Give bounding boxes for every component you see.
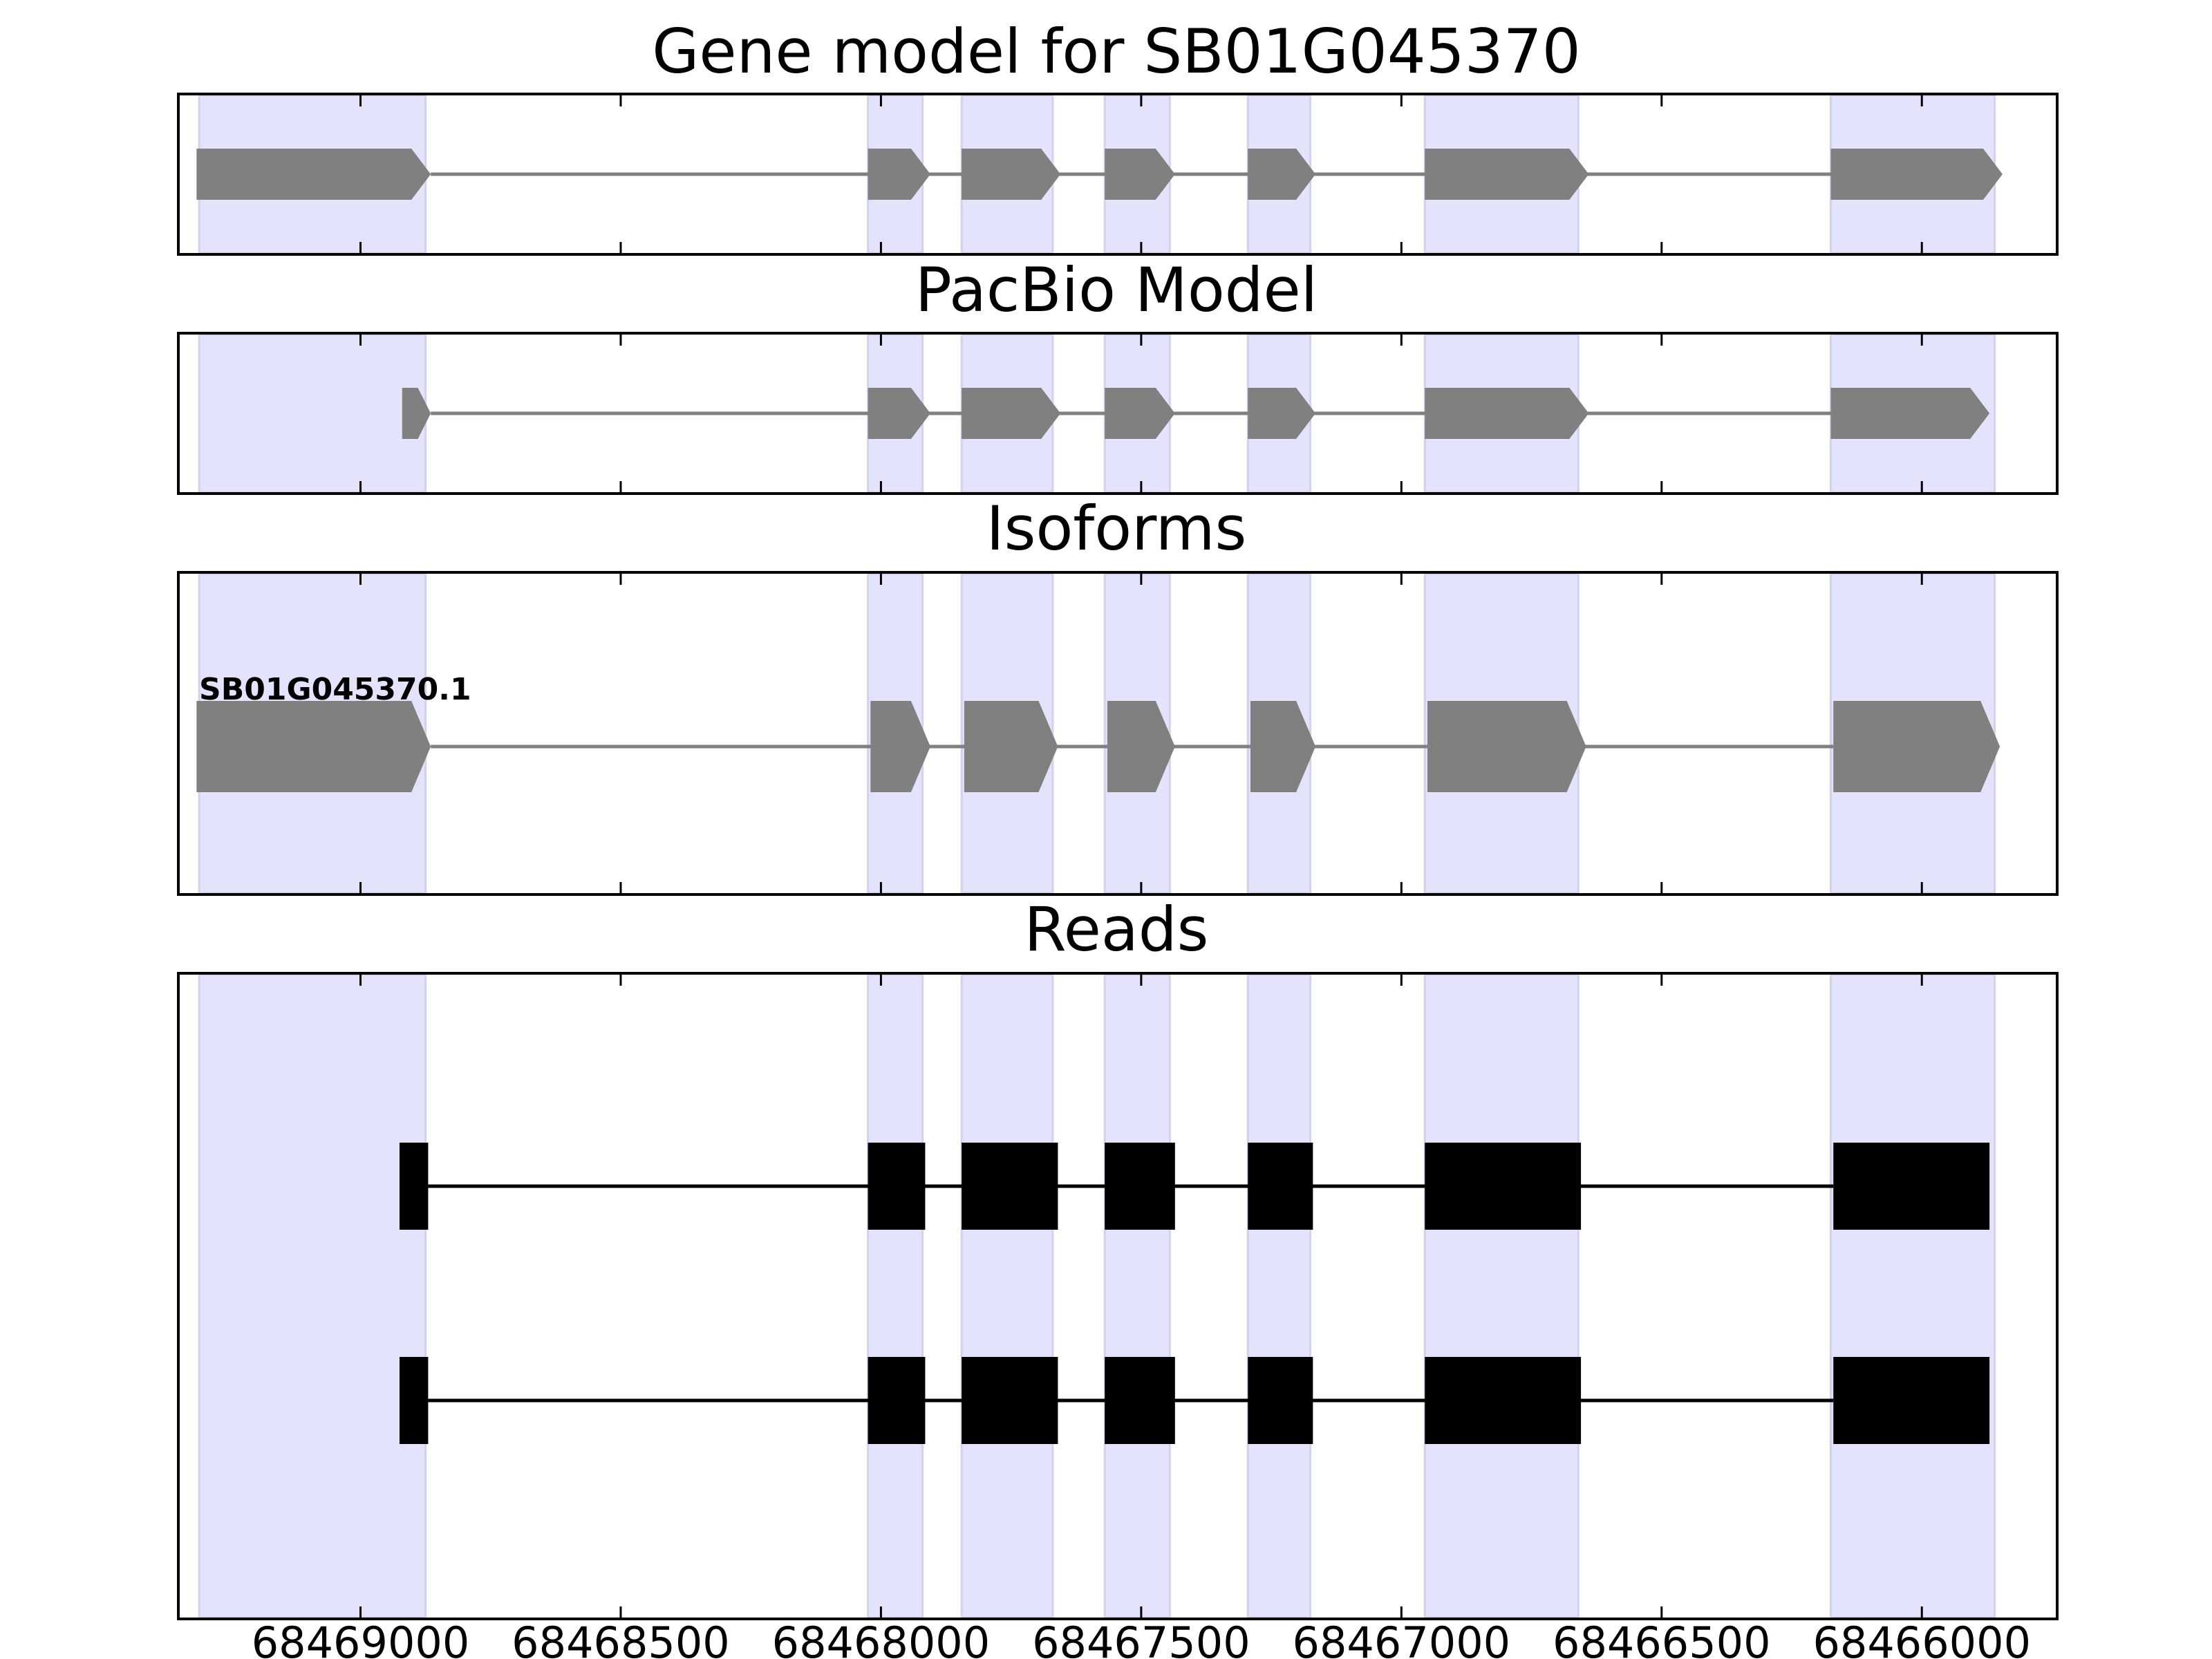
- exon-arrow: [196, 701, 431, 792]
- x-tick-label: 68468500: [512, 1618, 730, 1659]
- reads-title: Reads: [1024, 894, 1209, 965]
- read-block: [962, 1143, 1058, 1230]
- isoforms-highlights: [198, 572, 1996, 894]
- x-tick-label: 68467500: [1032, 1618, 1250, 1659]
- exon-arrow: [962, 388, 1061, 439]
- isoforms-frame: [177, 571, 2059, 896]
- isoforms-title: Isoforms: [986, 493, 1247, 564]
- exon-arrow: [1425, 149, 1589, 200]
- x-tick-label: 68469000: [252, 1618, 470, 1659]
- isoforms-panel: Isoforms SB01G045370.1: [177, 493, 2059, 896]
- reads-panel: Reads 68469000 68468500 68468000 68467500 68…: [177, 894, 2059, 1659]
- pacbio-model-panel: PacBio Model: [177, 254, 2059, 495]
- gene-model-frame: [177, 93, 2059, 256]
- exon-arrow: [870, 701, 930, 792]
- isoforms-features: [196, 701, 2000, 792]
- x-tick-label: 68468000: [772, 1618, 991, 1659]
- read-block: [399, 1357, 429, 1444]
- exon-arrow: [1248, 388, 1316, 439]
- x-tick-labels: 68469000 68468500 68468000 68467500 68467000…: [252, 1618, 2031, 1659]
- exon-arrow: [1248, 149, 1316, 200]
- exon-arrow: [868, 388, 930, 439]
- read-block: [868, 1357, 926, 1444]
- pacbio-model-title: PacBio Model: [915, 254, 1318, 326]
- exon-arrow: [1833, 701, 2000, 792]
- exon-arrow: [1425, 388, 1589, 439]
- reads-frame: [177, 972, 2059, 1620]
- gene-model-ticks: [359, 94, 1923, 254]
- exon-arrow: [964, 701, 1058, 792]
- highlight-band: [867, 973, 924, 1619]
- x-tick-label: 68466000: [1812, 1618, 2031, 1659]
- pacbio-model-ticks: [359, 333, 1923, 494]
- highlight-band: [198, 333, 427, 494]
- isoforms-ticks: [359, 572, 1923, 894]
- read-block: [1248, 1357, 1313, 1444]
- reads-ticks: [359, 973, 1923, 1619]
- highlight-band: [1246, 973, 1312, 1619]
- read-block: [962, 1357, 1058, 1444]
- read-block: [1833, 1357, 1990, 1444]
- gene-model-features: [196, 149, 2003, 200]
- read-block: [1105, 1357, 1175, 1444]
- reads-features: [399, 1143, 1990, 1444]
- exon-arrow: [962, 149, 1061, 200]
- read-block: [868, 1143, 926, 1230]
- pacbio-model-frame: [177, 332, 2059, 495]
- exon-arrow: [1830, 149, 2003, 200]
- isoform-label: SB01G045370.1: [199, 672, 471, 707]
- exon-arrow: [1830, 388, 1990, 439]
- exon-arrow: [402, 388, 431, 439]
- x-tick-label: 68467000: [1293, 1618, 1511, 1659]
- highlight-band: [1829, 973, 1996, 1619]
- gene-model-title: Gene model for SB01G045370: [652, 16, 1581, 87]
- highlight-band: [1103, 973, 1171, 1619]
- x-tick-label: 68466500: [1553, 1618, 1771, 1659]
- reads-highlights: [198, 973, 1996, 1619]
- read-block: [1248, 1143, 1313, 1230]
- exon-arrow: [868, 149, 930, 200]
- exon-arrow: [1105, 149, 1175, 200]
- read-block: [1105, 1143, 1175, 1230]
- exon-arrow: [1427, 701, 1586, 792]
- read-block: [399, 1143, 429, 1230]
- read-block: [1833, 1143, 1990, 1230]
- exon-arrow: [1107, 701, 1175, 792]
- pacbio-model-features: [402, 388, 1990, 439]
- read-block: [1425, 1143, 1582, 1230]
- highlight-band: [1423, 973, 1580, 1619]
- highlight-band: [198, 973, 427, 1619]
- exon-arrow: [196, 149, 431, 200]
- read-block: [1425, 1357, 1582, 1444]
- gene-model-panel: Gene model for SB01G045370: [177, 16, 2059, 256]
- exon-arrow: [1250, 701, 1316, 792]
- highlight-band: [960, 973, 1054, 1619]
- exon-arrow: [1105, 388, 1175, 439]
